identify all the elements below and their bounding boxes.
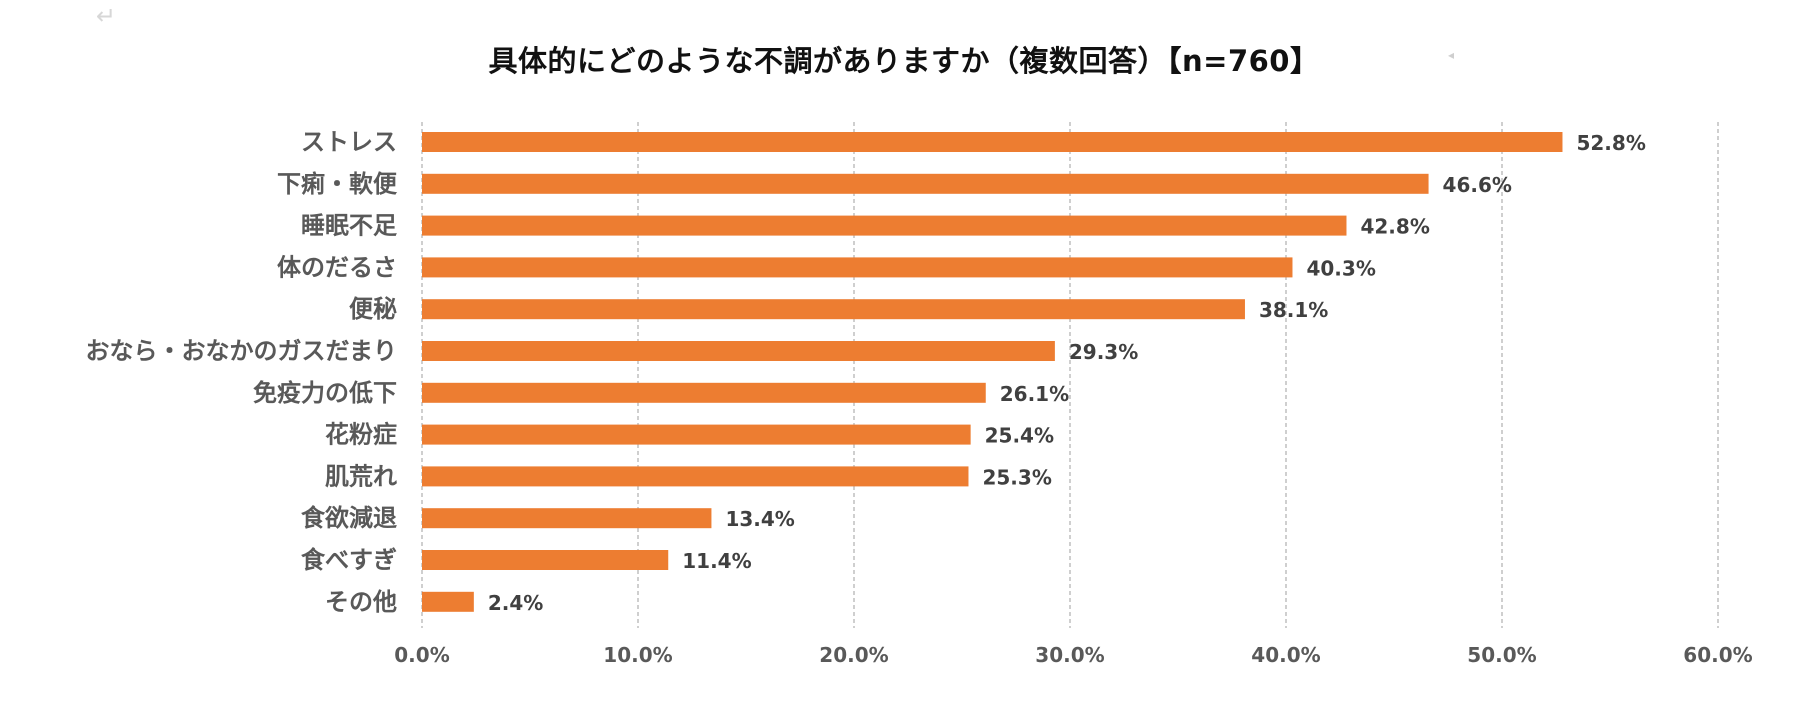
chart-title: 具体的にどのような不調がありますか（複数回答）【n=760】 <box>488 44 1320 78</box>
category-label: 便秘 <box>349 295 397 323</box>
category-label: その他 <box>325 588 397 616</box>
return-arrow-icon: ↵ <box>96 2 117 30</box>
category-label-layer: ストレス下痢・軟便睡眠不足体のだるさ便秘おなら・おなかのガスだまり免疫力の低下花… <box>85 128 398 616</box>
data-label: 38.1% <box>1259 298 1328 322</box>
x-tick-label: 40.0% <box>1251 643 1320 667</box>
bar <box>422 215 1347 236</box>
bar <box>422 550 669 570</box>
data-label: 13.4% <box>725 507 794 531</box>
x-tick-label: 30.0% <box>1035 643 1104 667</box>
bar <box>422 132 1563 152</box>
category-label: 免疫力の低下 <box>253 379 397 407</box>
data-label: 52.8% <box>1576 131 1645 155</box>
bar <box>422 173 1429 194</box>
grid-layer <box>421 122 1719 628</box>
x-tick-label: 10.0% <box>603 643 672 667</box>
data-label: 46.6% <box>1443 173 1512 197</box>
category-label: 肌荒れ <box>325 462 397 490</box>
data-label: 29.3% <box>1069 340 1138 364</box>
category-label: 睡眠不足 <box>301 212 397 240</box>
bar <box>422 466 969 487</box>
data-label: 26.1% <box>1000 382 1069 406</box>
bar <box>422 591 474 612</box>
x-tick-label: 60.0% <box>1683 643 1752 667</box>
x-tick-layer: 0.0% 10.0% 20.0% 30.0% 40.0% 50.0% 60.0% <box>394 643 1752 667</box>
x-tick-label: 50.0% <box>1467 643 1536 667</box>
bar <box>422 424 971 445</box>
bar <box>422 299 1245 320</box>
category-label: 食べすぎ <box>301 546 397 574</box>
bar <box>422 341 1055 361</box>
data-label: 40.3% <box>1306 256 1375 280</box>
data-label: 25.3% <box>982 465 1051 489</box>
bar <box>422 257 1293 278</box>
bar-layer <box>422 132 1563 612</box>
x-tick-label: 20.0% <box>819 643 888 667</box>
category-label: 体のだるさ <box>277 253 397 281</box>
bar <box>422 508 712 529</box>
data-label: 42.8% <box>1360 215 1429 239</box>
data-label: 2.4% <box>488 591 543 615</box>
bar <box>422 382 986 403</box>
cursor-icon: ◂ <box>1448 48 1455 62</box>
category-label: ストレス <box>301 128 397 156</box>
value-label-layer: 52.8% 46.6% 42.8% 40.3% 38.1% 29.3%26.1% 25.4%… <box>488 131 1646 615</box>
category-label: おなら・おなかのガスだまり <box>85 337 397 365</box>
category-label: 食欲減退 <box>301 504 397 532</box>
x-tick-label: 0.0% <box>394 643 449 667</box>
category-label: 下痢・軟便 <box>277 170 398 198</box>
category-label: 花粉症 <box>325 421 397 449</box>
data-label: 25.4% <box>985 424 1054 448</box>
data-label: 11.4% <box>682 549 751 573</box>
